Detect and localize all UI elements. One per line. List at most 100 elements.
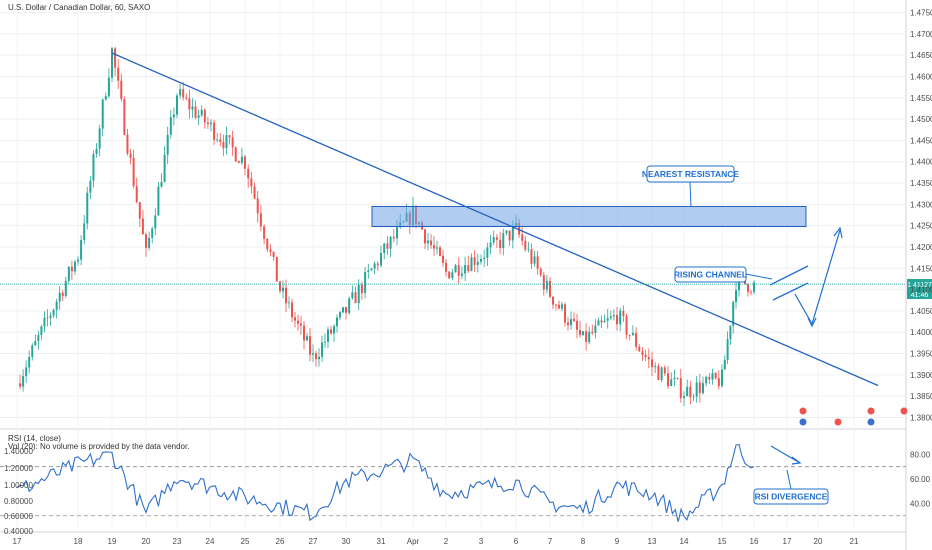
candle-body [318,356,320,360]
candle-body [582,331,584,335]
candle-body [132,157,135,187]
candle-body [345,307,347,313]
candle-body [585,331,588,343]
candle-body [451,272,454,279]
candle-body [635,333,638,347]
candle-body [729,325,732,340]
time-tick-label: 20 [142,537,151,546]
candle-body [234,147,237,162]
candle-body [354,292,357,304]
candle-body [424,229,426,244]
event-flag-icon[interactable] [799,407,807,415]
candle-body [157,186,160,216]
candle-body [49,315,52,318]
nearest-resistance-callout[interactable]: NEAREST RESISTANCE [642,165,739,208]
candle-body [185,97,188,99]
candle-body [467,265,470,272]
candle-body [667,373,669,386]
candle-body [269,249,272,252]
chart-title: U.S. Dollar / Canadian Dollar, 60, SAXO [8,3,150,12]
candle-body [676,377,679,379]
candle-body [126,134,129,154]
candle-body [555,304,557,306]
candle-body [34,341,37,346]
candle-body [179,89,182,96]
candle-body [225,135,228,149]
event-flag-icon[interactable] [867,418,875,426]
time-tick-label: 6 [514,537,519,546]
candle-body [330,329,332,334]
candle-body [37,335,40,342]
candle-body [213,122,216,140]
price-tick-label: 1.38500 [910,392,932,401]
candle-body [606,318,609,321]
candle-body [686,386,689,397]
candle-body [679,378,682,399]
candle-body [657,366,660,381]
rsi-divergence-callout[interactable]: RSI DIVERGENCE [753,469,829,505]
event-flag-icon[interactable] [799,418,807,426]
candle-body [104,96,107,100]
volume-tick-label: 0.40000 [4,527,33,536]
price-tick-label: 1.44500 [910,136,932,145]
resistance-zone[interactable] [371,205,807,228]
candle-body [28,356,31,368]
candle-body [628,334,631,336]
event-flag-icon[interactable] [867,407,875,415]
candle-body [259,213,262,227]
price-axis-ticks: 1.47500 1.47000 1.46500 1.46000 1.45500 1.450… [910,9,932,423]
price-tick-label: 1.45500 [910,94,932,103]
candle-body [166,134,169,155]
candle-body [663,367,666,374]
candle-body [564,304,566,323]
time-tick-label: 16 [750,537,759,546]
candle-body [542,275,545,290]
candle-body [660,367,663,381]
candle-body [80,240,83,260]
candle-body [641,351,644,355]
candle-body [383,243,386,254]
candle-body [721,369,723,387]
candle-body [609,316,612,319]
candle-body [545,280,548,290]
candle-body [430,240,432,246]
candle-body [603,320,606,323]
candle-body [689,386,692,398]
candle-body [61,292,64,296]
time-tick-label: 18 [74,537,83,546]
candle-body [567,322,569,326]
candle-body [750,291,752,293]
candle-body [619,310,622,325]
price-tick-label: 1.46500 [910,51,932,60]
candle-body [638,346,641,352]
candle-body [702,383,704,394]
candle-body [191,106,194,110]
candle-body [228,135,231,138]
candle-body [732,301,735,326]
candle-body [651,359,653,368]
event-flag-icon[interactable] [834,418,842,426]
candle-body [427,240,429,244]
event-flag-icon[interactable] [900,407,908,415]
candle-body [600,320,603,323]
rsi-divergence-line [770,445,801,464]
downtrend-line[interactable] [111,52,879,387]
candle-body [492,237,495,243]
time-tick-label: 20 [814,537,823,546]
rising-channel-callout[interactable]: RISING CHANNEL [674,226,843,328]
countdown-value: 41:46 [911,292,929,299]
candle-body [107,77,110,97]
price-tick-label: 1.47500 [910,9,932,18]
candle-body [219,139,222,142]
economic-event-markers[interactable] [799,407,908,426]
candle-body [291,302,293,318]
candle-body [647,356,650,360]
candle-body [521,234,524,241]
candle-body [285,287,287,304]
projection-path [794,229,841,326]
candle-body [160,181,163,187]
nearest-resistance-pointer [689,181,692,208]
price-tick-label: 1.44000 [910,158,932,167]
